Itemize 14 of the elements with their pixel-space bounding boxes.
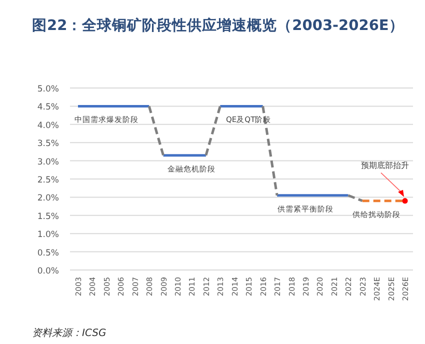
- y-tick-label: 2.5%: [37, 176, 59, 186]
- y-tick-label: 4.0%: [37, 120, 59, 131]
- y-tick-label: 3.5%: [37, 139, 59, 150]
- y-tick-label: 2.0%: [37, 194, 59, 204]
- y-tick-label: 1.0%: [37, 230, 59, 240]
- y-tick-label: 0.0%: [37, 266, 59, 276]
- text: 资料来源：ICSG: [32, 327, 106, 339]
- y-tick-label: 5.0%: [37, 84, 59, 94]
- y-tick-label: 3.0%: [37, 157, 59, 168]
- y-tick-label: 0.5%: [37, 248, 59, 258]
- y-tick-label: 1.5%: [37, 212, 59, 222]
- annotation: 预期底部抬升: [361, 160, 409, 170]
- y-tick-label: 4.5%: [37, 102, 59, 113]
- chart-title: 图22：全球铜矿阶段性供应增速概览（2003-2026E）: [32, 16, 404, 34]
